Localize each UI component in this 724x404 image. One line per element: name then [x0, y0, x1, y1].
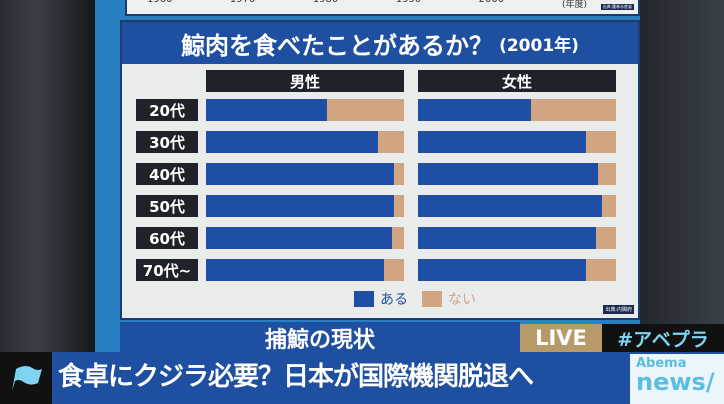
category-label: 60代 [136, 227, 198, 249]
bar-row [418, 195, 616, 217]
bar-yes-女性-60代 [418, 227, 597, 249]
bar-no-男性-50代 [394, 195, 404, 217]
bar-yes-女性-70代~ [418, 259, 587, 281]
title-text: 鯨肉を食べたことがあるか？ [181, 31, 494, 60]
year-tick: 2000 [479, 0, 504, 5]
bar-yes-女性-40代 [418, 163, 599, 185]
bar-row [418, 163, 616, 185]
bar-yes-男性-70代~ [206, 259, 385, 281]
bar-no-女性-40代 [598, 163, 616, 185]
year-unit: (年度) [560, 0, 588, 10]
headline-bar [0, 352, 724, 404]
flag-icon [0, 352, 52, 404]
bar-row [206, 99, 404, 121]
bar-no-男性-70代~ [384, 259, 404, 281]
bar-row [206, 131, 404, 153]
bar-yes-男性-20代 [206, 99, 327, 121]
bar-no-男性-20代 [326, 99, 404, 121]
legend-label-no: ない [448, 292, 476, 308]
chart-source: 出典:内閣府 [603, 305, 634, 314]
bar-yes-女性-50代 [418, 195, 603, 217]
studio-background-left [0, 0, 95, 404]
bar-row [418, 227, 616, 249]
chart-panel: 鯨肉を食べたことがあるか？ (2001年) ある ない 出典:内閣府 男性 女性 20… [120, 20, 640, 320]
segment-title: 捕鯨の現状 [120, 322, 520, 354]
year-tick: 1970 [230, 0, 255, 5]
legend-label-yes: ある [380, 292, 408, 308]
bar-row [206, 259, 404, 281]
legend-swatch-yes [354, 291, 374, 307]
source-label: 出典:農林水産省 [600, 4, 634, 10]
bar-no-女性-30代 [586, 131, 616, 153]
logo-top: Abema [636, 356, 687, 371]
bar-row [418, 99, 616, 121]
bar-yes-男性-40代 [206, 163, 395, 185]
legend-swatch-no [422, 291, 442, 307]
category-label: 40代 [136, 163, 198, 185]
bar-row [206, 195, 404, 217]
bar-no-男性-60代 [392, 227, 404, 249]
bar-no-女性-20代 [530, 99, 616, 121]
year-tick: 1990 [396, 0, 421, 5]
category-label: 30代 [136, 131, 198, 153]
bar-no-男性-30代 [378, 131, 404, 153]
title-year: (2001年) [499, 35, 579, 56]
hashtag: #アベプラ [602, 324, 724, 352]
year-tick: 1980 [313, 0, 338, 5]
bar-row [206, 163, 404, 185]
category-label: 20代 [136, 99, 198, 121]
legend: ある ない [354, 289, 476, 309]
abema-news-logo: Abema news/ [630, 354, 724, 404]
bar-row [418, 259, 616, 281]
bar-no-女性-50代 [602, 195, 616, 217]
bar-no-男性-40代 [394, 163, 404, 185]
logo-bottom: news/ [636, 368, 715, 396]
panel-header: 男性 [206, 70, 404, 92]
bar-yes-女性-20代 [418, 99, 531, 121]
previous-chart: 196019701980199020002010 (年度) 出典:農林水産省 [125, 0, 640, 16]
year-axis: 196019701980199020002010 [147, 0, 587, 5]
bar-yes-男性-60代 [206, 227, 393, 249]
bar-yes-女性-30代 [418, 131, 587, 153]
bar-row [418, 131, 616, 153]
bar-no-女性-60代 [596, 227, 616, 249]
year-tick: 1960 [147, 0, 172, 5]
chart-title: 鯨肉を食べたことがあるか？ (2001年) [122, 22, 638, 64]
bar-no-女性-70代~ [586, 259, 616, 281]
category-label: 50代 [136, 195, 198, 217]
bar-yes-男性-30代 [206, 131, 379, 153]
bar-row [206, 227, 404, 249]
panel-header: 女性 [418, 70, 616, 92]
bar-yes-男性-50代 [206, 195, 395, 217]
live-badge: LIVE [520, 324, 602, 352]
category-label: 70代~ [136, 259, 198, 281]
headline-text: 食卓にクジラ必要？日本が国際機関脱退へ [58, 362, 534, 392]
